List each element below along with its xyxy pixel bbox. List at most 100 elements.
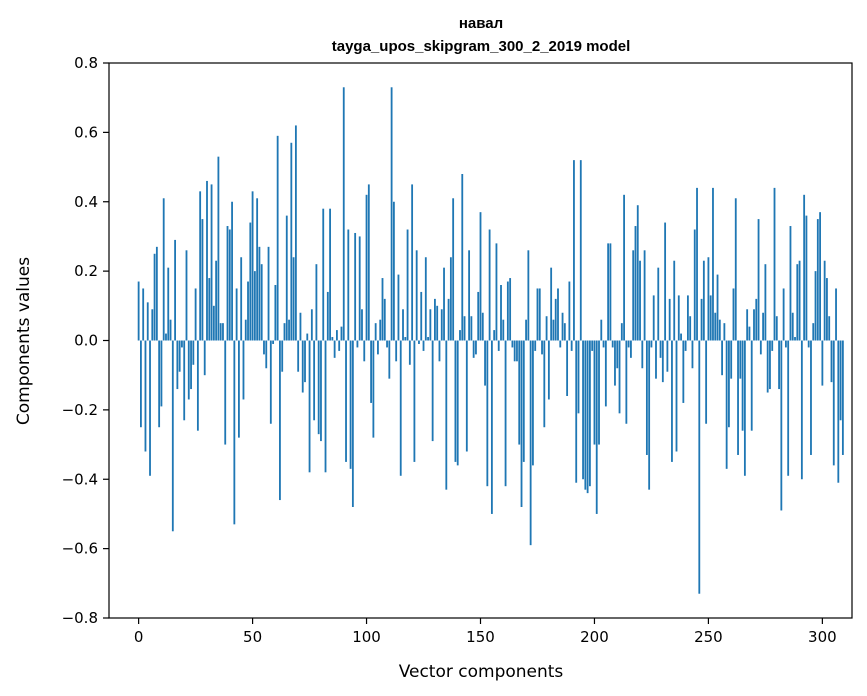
bar [821,340,824,386]
bar [657,267,660,341]
bar [484,340,486,386]
bar [402,309,404,341]
bar [463,316,466,341]
bar [361,309,363,341]
bar [306,333,309,341]
bar [841,340,844,455]
bar [281,340,284,372]
bar [680,333,682,341]
bars-group [137,87,844,594]
bar [272,340,275,344]
bar [310,309,313,341]
bar [206,180,208,341]
bar [522,340,525,462]
bar [140,340,142,428]
bar [187,340,190,400]
bar [276,135,279,341]
bar [595,340,598,514]
bar [269,340,272,424]
bar [794,337,796,341]
bar [411,184,414,341]
bar [415,250,418,341]
bar [598,340,600,445]
bar [771,340,774,351]
bar [766,340,769,393]
bar [650,340,653,348]
bar [176,340,179,390]
bar [759,340,762,355]
bar [828,316,831,341]
bar [372,340,375,438]
bar [536,288,539,341]
bar [566,340,569,396]
bar [290,142,293,341]
bar [208,278,211,341]
bar [445,340,448,490]
bar [775,316,778,341]
bar [345,340,347,462]
bar [734,198,737,341]
bar [739,340,742,379]
chart-subtitle: tayga_upos_skipgram_300_2_2019 model [332,38,631,55]
bar [347,229,350,341]
bar [165,333,167,341]
bar [169,319,172,341]
bar [497,340,500,351]
bar [616,340,619,369]
bar [238,340,240,438]
bar [666,340,669,372]
bar [611,340,614,348]
x-axis-ticks: 0 50 100 150 200 250 300 [134,618,837,646]
bar [224,340,227,445]
bar [511,340,514,348]
bar [832,340,835,466]
bar [837,340,840,483]
bar [641,340,644,369]
bar [413,340,416,462]
bar [684,340,687,351]
bar [454,340,457,462]
bar [226,226,229,341]
bar [247,281,249,341]
bar [584,340,587,490]
bar [468,250,471,341]
bar [251,191,254,341]
bar [807,340,810,348]
bar [661,340,664,383]
bar [782,288,785,341]
bar [743,340,746,476]
bar [249,222,252,341]
bar [424,257,427,341]
bar [386,340,388,348]
bar [265,340,268,369]
bar [144,340,147,452]
bar [160,340,163,407]
x-tick-label: 0 [134,628,144,646]
bar [301,340,304,393]
bar [753,309,755,341]
bar [142,288,145,341]
y-tick-label: 0.6 [74,123,98,141]
bar [438,340,441,362]
bar [796,264,799,341]
bar [481,312,484,341]
bar [242,340,245,400]
bar [317,340,320,435]
bar [789,226,792,341]
bar [527,250,530,341]
bar [336,330,338,341]
bar [579,160,582,341]
bar [830,340,833,383]
bar [320,340,322,442]
bar [593,340,596,445]
bar [721,340,723,376]
bar [495,243,498,341]
bar [192,340,195,365]
bar [194,288,197,341]
bar [577,340,580,414]
bar [506,281,509,341]
bar [543,340,546,428]
bar [787,340,790,476]
x-axis-label: Vector components [399,662,564,682]
